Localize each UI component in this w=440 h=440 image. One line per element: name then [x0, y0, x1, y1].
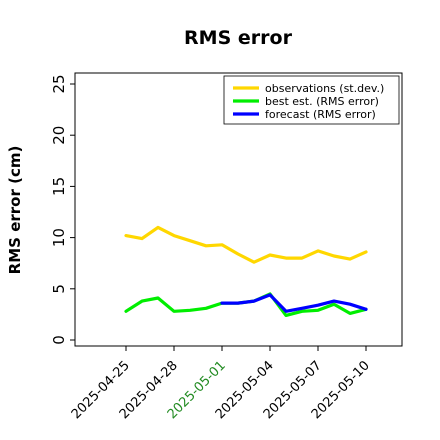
legend-label: forecast (RMS error) [265, 108, 376, 121]
legend-label: observations (st.dev.) [265, 82, 384, 95]
y-tick-label: 20 [50, 126, 68, 145]
y-tick-label: 0 [50, 335, 68, 345]
y-axis-label: RMS error (cm) [6, 146, 24, 275]
legend-label: best est. (RMS error) [265, 95, 379, 108]
y-tick-label: 15 [50, 177, 68, 196]
plot-area [74, 72, 403, 347]
series-line [124, 292, 368, 317]
series-lines [124, 225, 368, 317]
x-axis-ticks: 2025-04-252025-04-282025-05-012025-05-04… [69, 346, 373, 422]
series-line [220, 293, 368, 313]
y-tick-label: 5 [50, 284, 68, 294]
y-tick-label: 25 [50, 74, 68, 93]
legend: observations (st.dev.)best est. (RMS err… [223, 75, 400, 125]
series-line [124, 225, 368, 264]
chart-title: RMS error [184, 27, 293, 49]
y-tick-label: 10 [50, 228, 68, 247]
y-axis-ticks: 0 5 10 15 20 25 [50, 74, 75, 345]
